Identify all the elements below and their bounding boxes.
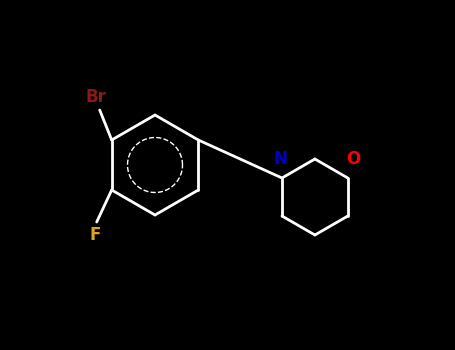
Text: F: F [89,226,101,244]
Text: N: N [273,150,287,168]
Text: O: O [346,150,360,168]
Text: Br: Br [85,88,106,106]
